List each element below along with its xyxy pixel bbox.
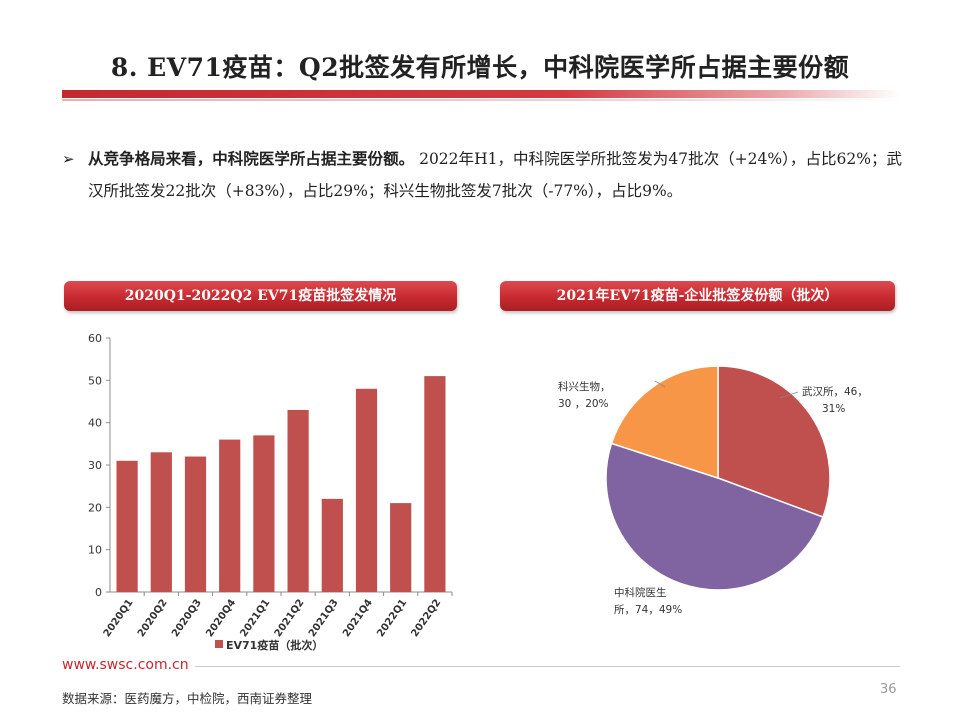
bar-2021Q1 — [253, 435, 275, 592]
pie-label: 武汉所，46， — [802, 385, 868, 398]
summary-bold-lead: 从竞争格局来看，中科院医学所占据主要份额。 — [88, 149, 415, 168]
y-tick-label: 30 — [88, 459, 102, 472]
legend-label: EV71疫苗（批次） — [226, 638, 323, 652]
pie-chart-header: 2021年EV71疫苗-企业批签发份额（批次） — [500, 281, 895, 311]
arrow-bullet-icon: ➢ — [62, 150, 75, 168]
x-tick-label: 2020Q4 — [204, 597, 238, 639]
x-tick-label: 2021Q2 — [273, 597, 307, 639]
y-tick-label: 50 — [88, 374, 102, 387]
summary-body: 2022年H1，中科院医学所批签发为47批次（+24%），占比62%；武汉所批签… — [88, 150, 902, 200]
x-tick-label: 2021Q4 — [341, 597, 375, 639]
page-title: 8. EV71疫苗：Q2批签发有所增长，中科院医学所占据主要份额 — [110, 53, 850, 82]
page-number: 36 — [880, 682, 897, 697]
bar-legend: EV71疫苗（批次） — [215, 638, 323, 652]
bar-2022Q1 — [390, 503, 412, 592]
bar-chart-header: 2020Q1-2022Q2 EV71疫苗批签发情况 — [64, 281, 457, 311]
data-source-note: 数据来源：医药魔方，中检院，西南证券整理 — [62, 691, 313, 706]
pie-slice-科兴生物 — [610, 365, 719, 480]
pie-label: 中科院医生 — [614, 586, 667, 599]
title-rule — [62, 90, 900, 98]
x-tick-label: 2021Q1 — [239, 597, 273, 639]
pie-leader-line — [654, 380, 666, 388]
y-tick-label: 60 — [88, 332, 102, 345]
x-tick-label: 2022Q1 — [375, 597, 409, 639]
y-tick-label: 10 — [88, 544, 102, 557]
footer-site-link[interactable]: www.swsc.com.cn — [62, 657, 195, 673]
x-tick-label: 2022Q2 — [410, 597, 444, 639]
bar-2021Q4 — [355, 388, 378, 592]
pie-label: 31% — [822, 403, 845, 415]
y-tick-label: 0 — [95, 586, 102, 599]
bar-2020Q2 — [150, 452, 172, 592]
legend-swatch — [215, 640, 223, 648]
pie-label: 所，74，49% — [614, 604, 682, 616]
pie-slice-中科院医生所 — [605, 442, 824, 591]
x-tick-label: 2021Q3 — [307, 597, 341, 639]
bar-2021Q3 — [321, 498, 343, 592]
title-rule-thin — [62, 99, 900, 101]
bar-2020Q3 — [184, 456, 207, 592]
x-tick-label: 2020Q3 — [170, 597, 204, 639]
y-tick-label: 40 — [88, 417, 102, 430]
pie-label: 30 ，20% — [558, 398, 609, 410]
bar-2020Q4 — [219, 439, 241, 592]
x-tick-label: 2020Q2 — [136, 597, 170, 639]
summary-text: 从竞争格局来看，中科院医学所占据主要份额。 2022年H1，中科院医学所批签发为… — [88, 143, 902, 207]
pie-label: 科兴生物， — [558, 380, 611, 393]
bar-2020Q1 — [116, 460, 138, 592]
footer-rule — [62, 666, 900, 667]
bar-2021Q2 — [287, 409, 309, 592]
pie-leader-line — [779, 391, 799, 399]
y-tick-label: 20 — [88, 501, 102, 514]
summary-bullet: ➢ 从竞争格局来看，中科院医学所占据主要份额。 2022年H1，中科院医学所批签… — [62, 143, 902, 207]
pie-slice-武汉所 — [717, 365, 831, 519]
bar-2022Q2 — [424, 376, 446, 592]
x-tick-label: 2020Q1 — [102, 597, 136, 639]
